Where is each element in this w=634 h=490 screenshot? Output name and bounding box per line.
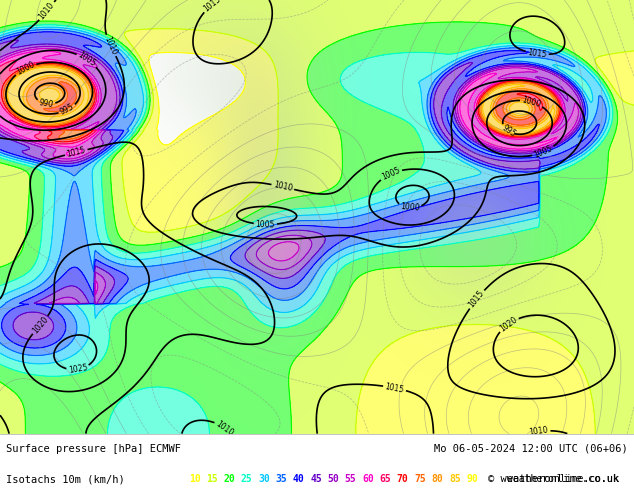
Text: 1015: 1015 — [384, 382, 405, 394]
Text: 30: 30 — [258, 474, 270, 484]
Text: 1005: 1005 — [380, 166, 401, 182]
Text: 1010: 1010 — [529, 426, 549, 437]
Text: 65: 65 — [380, 474, 391, 484]
Text: 75: 75 — [414, 474, 426, 484]
Text: 1010: 1010 — [214, 419, 235, 438]
Text: Isotachs 10m (km/h): Isotachs 10m (km/h) — [6, 474, 125, 484]
Text: 40: 40 — [293, 474, 304, 484]
Text: 1005: 1005 — [256, 220, 275, 229]
Text: 90: 90 — [466, 474, 478, 484]
Text: 1000: 1000 — [521, 95, 542, 109]
Text: 990: 990 — [38, 98, 54, 109]
Text: 1015: 1015 — [66, 146, 87, 159]
Text: 995: 995 — [500, 123, 517, 139]
Text: 1010: 1010 — [103, 35, 119, 56]
Text: 80: 80 — [432, 474, 443, 484]
Text: weatheronline.co.uk: weatheronline.co.uk — [507, 474, 619, 484]
Text: 85: 85 — [449, 474, 461, 484]
Text: 55: 55 — [345, 474, 356, 484]
Text: 60: 60 — [362, 474, 374, 484]
Text: 1015: 1015 — [202, 0, 223, 14]
Text: 1000: 1000 — [400, 202, 420, 213]
Text: 995: 995 — [59, 102, 76, 117]
Text: 1025: 1025 — [68, 363, 88, 375]
Text: 25: 25 — [241, 474, 252, 484]
Text: 1000: 1000 — [15, 60, 36, 77]
Text: 1015: 1015 — [467, 289, 486, 310]
Text: 1020: 1020 — [498, 315, 519, 333]
Text: Surface pressure [hPa] ECMWF: Surface pressure [hPa] ECMWF — [6, 444, 181, 454]
Text: 50: 50 — [328, 474, 339, 484]
Text: 1020: 1020 — [30, 315, 50, 335]
Text: 1010: 1010 — [37, 0, 56, 21]
Text: © weatheronline.co.uk: © weatheronline.co.uk — [488, 474, 619, 484]
Text: 20: 20 — [223, 474, 235, 484]
Text: 35: 35 — [275, 474, 287, 484]
Text: 1015: 1015 — [527, 48, 547, 59]
Text: 1005: 1005 — [77, 50, 98, 69]
Text: 70: 70 — [397, 474, 409, 484]
Text: 1010: 1010 — [273, 180, 293, 194]
Text: Mo 06-05-2024 12:00 UTC (06+06): Mo 06-05-2024 12:00 UTC (06+06) — [434, 444, 628, 454]
Text: 15: 15 — [206, 474, 218, 484]
Text: 1005: 1005 — [533, 144, 554, 160]
Text: 45: 45 — [310, 474, 322, 484]
Text: 10: 10 — [189, 474, 200, 484]
